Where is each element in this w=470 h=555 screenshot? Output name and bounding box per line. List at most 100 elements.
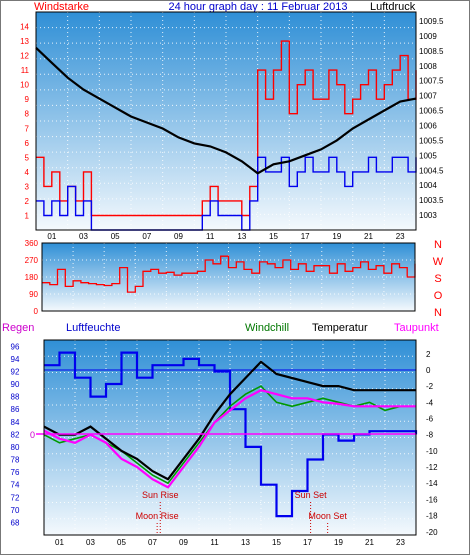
- windstarke-tick-label: 3: [25, 182, 30, 191]
- windstarke-tick-label: 2: [25, 197, 30, 206]
- hour-tick-label: 11: [210, 538, 219, 547]
- hour-tick-label: 07: [142, 232, 151, 241]
- luftfeuchte-tick-label: 94: [11, 355, 20, 364]
- temperature-tick-label: -20: [426, 528, 438, 537]
- luftdruck-tick-label: 1008: [419, 62, 437, 71]
- astro-label: Sun Set: [295, 490, 328, 500]
- luftdruck-tick-label: 1005.5: [419, 136, 444, 145]
- windstarke-tick-label: 1: [25, 211, 30, 220]
- hour-tick-label: 09: [174, 232, 183, 241]
- luftfeuchte-tick-label: 90: [11, 380, 20, 389]
- compass-label: N: [434, 307, 442, 319]
- luftdruck-axis-ticks: 1003 1003.5 1004 1004.5 1005 1005.5 1006 1006.5…: [419, 17, 444, 220]
- hour-tick-label: 15: [272, 538, 281, 547]
- luftfeuchte-tick-label: 74: [11, 481, 20, 490]
- luftdruck-tick-label: 1003.5: [419, 196, 444, 205]
- luftdruck-tick-label: 1004.5: [419, 166, 444, 175]
- temperature-tick-label: -6: [426, 414, 434, 423]
- wind-direction-series: [42, 255, 416, 293]
- windstarke-tick-label: 13: [20, 37, 29, 46]
- wind-pressure-hour-labels: 01 03 05 07 09 11 13 15 17 19 21 23: [47, 232, 405, 241]
- luftdruck-tick-label: 1003: [419, 211, 437, 220]
- luftfeuchte-tick-label: 68: [11, 518, 20, 527]
- astro-annotations: Sun Rise Moon Rise Sun Set Moon Set: [136, 490, 347, 535]
- hour-tick-label: 03: [79, 232, 88, 241]
- luftfeuchte-line: [44, 351, 418, 518]
- luftfeuchte-axis-ticks: 68 70 72 74 76 78 80 82 84 86 88 90 92 94 96: [11, 342, 20, 527]
- temperature-tick-label: -10: [426, 447, 438, 456]
- wind-direction-grid: [42, 243, 415, 311]
- hour-tick-label: 17: [303, 538, 312, 547]
- wind-direction-tick-label: 270: [25, 256, 39, 265]
- humidity-temperature-plot-border: [43, 339, 417, 536]
- windstarke-tick-label: 12: [20, 52, 29, 61]
- label-regen: Regen: [2, 322, 34, 334]
- windstarke-tick-label: 10: [20, 81, 29, 90]
- luftdruck-tick-label: 1007: [419, 92, 437, 101]
- windstarke-tick-label: 6: [25, 139, 30, 148]
- wind-direction-tick-label: 360: [25, 239, 39, 248]
- temperature-tick-label: -16: [426, 495, 438, 504]
- windstarke-tick-label: 9: [25, 95, 30, 104]
- temperature-tick-label: 2: [426, 350, 431, 359]
- hour-tick-label: 01: [55, 538, 64, 547]
- humidity-temperature-hour-labels: 01 03 05 07 09 11 13 15 17 19 21 23: [55, 538, 405, 547]
- hour-tick-label: 23: [396, 232, 405, 241]
- windstarke-tick-label: 14: [20, 23, 29, 32]
- luftdruck-tick-label: 1006.5: [419, 107, 444, 116]
- luftfeuchte-tick-label: 84: [11, 418, 20, 427]
- hour-tick-label: 17: [301, 232, 310, 241]
- luftfeuchte-tick-label: 78: [11, 456, 20, 465]
- luftdruck-tick-label: 1009.5: [419, 17, 444, 26]
- compass-label: W: [433, 256, 444, 268]
- temperature-tick-label: 0: [426, 366, 431, 375]
- luftfeuchte-tick-label: 96: [11, 342, 20, 351]
- luftdruck-tick-label: 1007.5: [419, 77, 444, 86]
- luftdruck-tick-label: 1004: [419, 181, 437, 190]
- wind-direction-tick-label: 90: [29, 290, 38, 299]
- compass-label: N: [434, 239, 442, 251]
- astro-label: Sun Rise: [142, 490, 179, 500]
- hour-tick-label: 21: [364, 232, 373, 241]
- temperature-axis-ticks: 2 0 -2 -4 -6 -8 -10 -12 -14 -16 -18 -20: [426, 350, 438, 537]
- compass-label: S: [434, 273, 441, 285]
- luftdruck-line: [35, 47, 417, 175]
- windstarke-tick-label: 8: [25, 110, 30, 119]
- temperature-tick-label: -12: [426, 463, 438, 472]
- windrichtung-line: [42, 255, 416, 293]
- temperature-tick-label: -4: [426, 398, 434, 407]
- windstarke-tick-label: 5: [25, 153, 30, 162]
- luftdruck-tick-label: 1009: [419, 32, 437, 41]
- windstarke-tick-label: 11: [21, 66, 30, 75]
- luftfeuchte-tick-label: 72: [11, 493, 20, 502]
- label-luftdruck: Luftdruck: [370, 1, 416, 13]
- luftdruck-tick-label: 1006: [419, 121, 437, 130]
- wind-direction-plot-border: [41, 242, 416, 312]
- temperature-tick-label: -18: [426, 512, 438, 521]
- temperature-tick-label: -8: [426, 431, 434, 440]
- humidity-temperature-series: [36, 351, 418, 518]
- label-luftfeuchte: Luftfeuchte: [66, 322, 120, 334]
- label-taupunkt: Taupunkt: [394, 322, 439, 334]
- rain-zero-label: 0: [30, 430, 35, 440]
- luftdruck-tick-label: 1005: [419, 151, 437, 160]
- luftdruck-tick-label: 1008.5: [419, 47, 444, 56]
- luftfeuchte-tick-label: 86: [11, 405, 20, 414]
- luftfeuchte-tick-label: 80: [11, 443, 20, 452]
- luftfeuchte-tick-label: 82: [11, 430, 20, 439]
- label-windchill: Windchill: [245, 322, 289, 334]
- taupunkt-line: [43, 389, 416, 489]
- hour-tick-label: 23: [396, 538, 405, 547]
- compass-label: O: [434, 290, 443, 302]
- luftfeuchte-tick-label: 76: [11, 468, 20, 477]
- hour-tick-label: 09: [179, 538, 188, 547]
- hour-tick-label: 13: [237, 232, 246, 241]
- temperature-tick-label: -14: [426, 479, 438, 488]
- hour-tick-label: 15: [269, 232, 278, 241]
- hour-tick-label: 01: [47, 232, 56, 241]
